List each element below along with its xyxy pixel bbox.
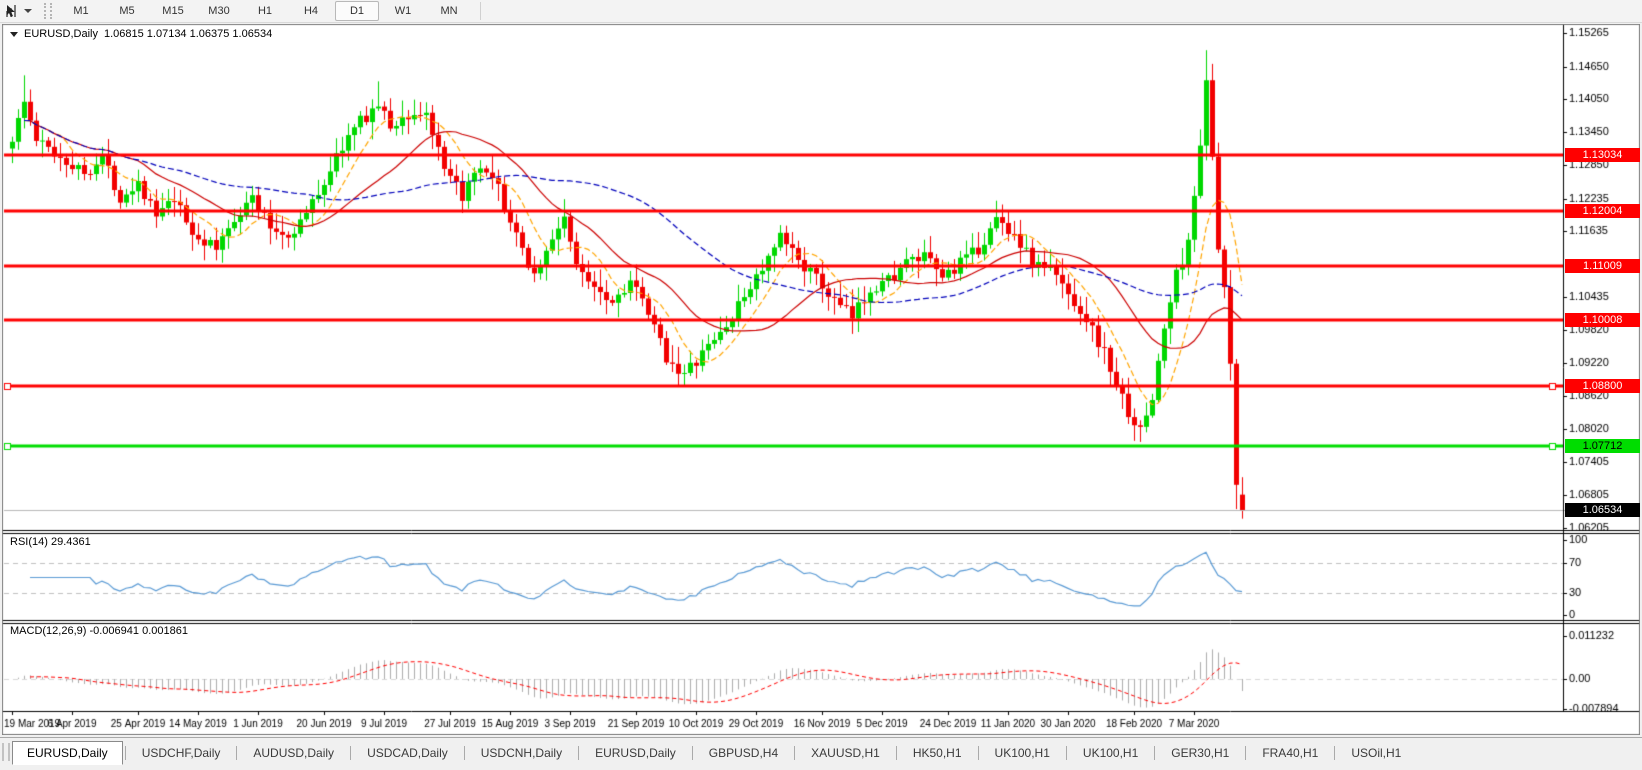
- chart-tab-uk100-h1[interactable]: UK100,H1: [994, 746, 1050, 760]
- chart-tab-usdchf-daily[interactable]: USDCHF,Daily: [141, 746, 221, 760]
- horizontal-level-axis-label: 1.08800: [1565, 379, 1640, 394]
- chart-tabbar: EURUSD,Daily USDCHF,Daily AUDUSD,Daily USDC…: [0, 737, 1642, 770]
- chart-tab-usdcad-daily[interactable]: USDCAD,Daily: [367, 746, 448, 760]
- tab-separator: [1245, 746, 1247, 760]
- timeframe-buttons: M1 M5 M15 M30 H1 H4 D1 W1 MN: [58, 0, 472, 22]
- chart-window: EURUSD,Daily 1.06815 1.07134 1.06375 1.0…: [2, 24, 1640, 735]
- chart-tab-hk50-h1[interactable]: HK50,H1: [912, 746, 962, 760]
- chart-symbol-label: EURUSD,Daily: [24, 28, 98, 40]
- tab-separator: [895, 746, 897, 760]
- chart-cursor-icon[interactable]: [4, 3, 20, 19]
- chart-title: EURUSD,Daily 1.06815 1.07134 1.06375 1.0…: [10, 28, 272, 40]
- tab-separator: [691, 746, 693, 760]
- toolbar-icon-group: [0, 3, 36, 19]
- chart-tab-usdcnh-daily[interactable]: USDCNH,Daily: [480, 746, 563, 760]
- tab-separator: [463, 746, 465, 760]
- chart-tab-eurusd-daily[interactable]: EURUSD,Daily: [595, 746, 676, 760]
- price-chart-canvas[interactable]: [2, 24, 1640, 735]
- tab-separator: [236, 746, 238, 760]
- horizontal-level-axis-label: 1.10008: [1565, 313, 1640, 328]
- tab-separator: [1065, 746, 1067, 760]
- tab-separator: [1154, 746, 1156, 760]
- chart-tab-ger30-h1[interactable]: GER30,H1: [1171, 746, 1230, 760]
- chart-tab-audusd-daily[interactable]: AUDUSD,Daily: [253, 746, 335, 760]
- horizontal-level-axis-label: 1.07712: [1565, 438, 1640, 453]
- timeframe-button-mn[interactable]: MN: [440, 5, 458, 17]
- chart-tab-uk100-h1[interactable]: UK100,H1: [1082, 746, 1139, 760]
- horizontal-level-axis-label: 1.13034: [1565, 147, 1640, 162]
- rsi-indicator-label: RSI(14) 29.4361: [10, 536, 91, 548]
- toolbar-grip[interactable]: [44, 3, 52, 19]
- horizontal-level-axis-label: 1.12004: [1565, 204, 1640, 219]
- chart-tab-list: EURUSD,Daily USDCHF,Daily AUDUSD,Daily USDC…: [12, 740, 1415, 766]
- tab-separator: [578, 746, 580, 760]
- toolbar-dropdown-icon[interactable]: [24, 9, 32, 13]
- timeframe-button-w1[interactable]: W1: [394, 5, 412, 17]
- timeframe-button-h1[interactable]: H1: [257, 5, 273, 17]
- tab-separator: [794, 746, 796, 760]
- symbol-dropdown-icon[interactable]: [10, 31, 18, 37]
- top-toolbar: M1 M5 M15 M30 H1 H4 D1 W1 MN: [0, 0, 1642, 23]
- timeframe-button-m1[interactable]: M1: [73, 5, 89, 17]
- timeframe-button-d1[interactable]: D1: [335, 1, 379, 21]
- chart-tab-usoil-h1[interactable]: USOil,H1: [1351, 746, 1402, 760]
- tab-separator: [1334, 746, 1336, 760]
- tab-separator: [124, 746, 126, 760]
- chart-tab-fra40-h1[interactable]: FRA40,H1: [1262, 746, 1319, 760]
- chart-tab-xauusd-h1[interactable]: XAUUSD,H1: [811, 746, 880, 760]
- tab-separator: [350, 746, 352, 760]
- timeframe-button-m15[interactable]: M15: [162, 5, 184, 17]
- timeframe-button-m5[interactable]: M5: [119, 5, 135, 17]
- timeframe-button-h4[interactable]: H4: [303, 5, 319, 17]
- tab-separator: [977, 746, 979, 760]
- tabbar-grip[interactable]: [2, 743, 10, 761]
- timeframe-button-m30[interactable]: M30: [208, 5, 230, 17]
- macd-indicator-label: MACD(12,26,9) -0.006941 0.001861: [10, 625, 188, 637]
- chart-ohlc-values: 1.06815 1.07134 1.06375 1.06534: [103, 28, 273, 40]
- horizontal-level-axis-label: 1.11009: [1565, 258, 1640, 273]
- current-price-axis-label: 1.06534: [1565, 502, 1640, 517]
- toolbar-separator: [480, 2, 481, 20]
- chart-tab-gbpusd-h4[interactable]: GBPUSD,H4: [708, 746, 779, 760]
- chart-tab-eurusd-daily[interactable]: EURUSD,Daily: [12, 741, 123, 765]
